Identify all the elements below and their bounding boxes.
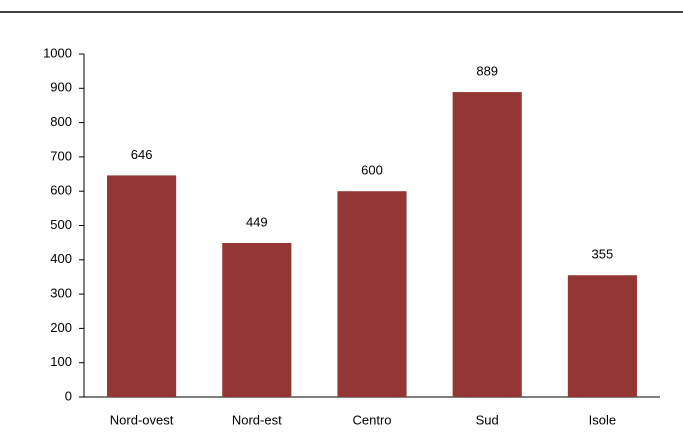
x-tick-label: Centro (352, 412, 391, 427)
y-tick-label: 500 (50, 217, 72, 232)
value-label: 449 (246, 214, 268, 229)
bar (107, 175, 177, 397)
x-tick-label: Isole (589, 412, 616, 427)
y-tick-label: 800 (50, 114, 72, 129)
x-tick-label: Nord-ovest (110, 412, 174, 427)
y-tick-label: 200 (50, 320, 72, 335)
value-label: 889 (476, 64, 498, 79)
y-tick-label: 400 (50, 251, 72, 266)
y-tick-label: 0 (65, 388, 72, 403)
y-tick-label: 100 (50, 354, 72, 369)
y-tick-label: 700 (50, 148, 72, 163)
value-label: 355 (592, 247, 614, 262)
y-tick-label: 600 (50, 183, 72, 198)
y-tick-label: 300 (50, 286, 72, 301)
x-tick-label: Nord-est (232, 412, 282, 427)
bar (567, 275, 637, 397)
value-label: 646 (131, 147, 153, 162)
value-label: 600 (361, 163, 383, 178)
y-tick-label: 1000 (43, 45, 72, 60)
x-tick-label: Sud (476, 412, 499, 427)
y-tick-label: 900 (50, 80, 72, 95)
bar (337, 191, 407, 397)
bar (452, 92, 522, 397)
bar (222, 242, 292, 397)
